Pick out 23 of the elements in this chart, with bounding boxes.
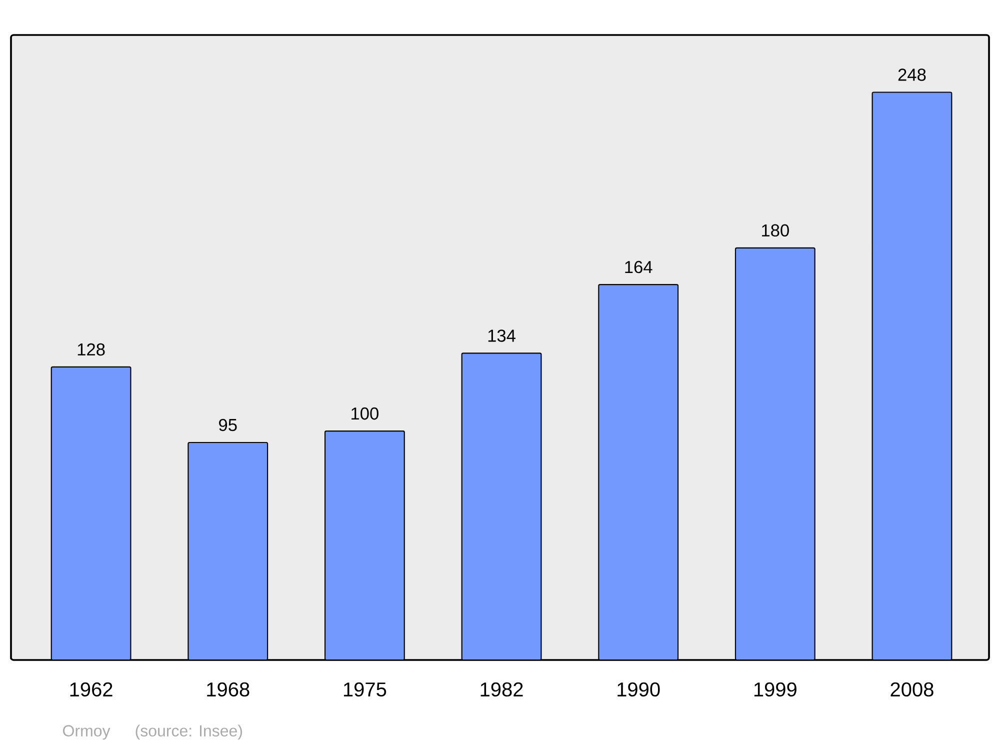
data-label: 164 [625,260,652,274]
text: (source: Insee) [136,724,242,740]
x-tick-label: 1968 [207,682,250,697]
x-tick-label: 1990 [618,682,660,697]
data-label: 248 [898,68,926,81]
text: Ormoy [63,725,110,740]
x-tick-label: 1999 [754,682,796,697]
bar [461,352,542,660]
bar [598,284,679,660]
data-label: 134 [488,330,516,342]
x-tick-label: 1975 [344,682,386,697]
bar [188,442,268,660]
x-tick-label: 1962 [70,682,112,697]
x-tick-label: 2008 [890,682,934,697]
data-label: 95 [219,418,237,432]
bar [324,430,405,660]
data-label: 180 [762,224,789,237]
bar [50,366,132,660]
data-label: 100 [352,407,378,420]
x-tick-label: 1982 [480,682,523,697]
bar [734,247,816,660]
bar [872,92,952,660]
data-label: 128 [78,343,105,356]
